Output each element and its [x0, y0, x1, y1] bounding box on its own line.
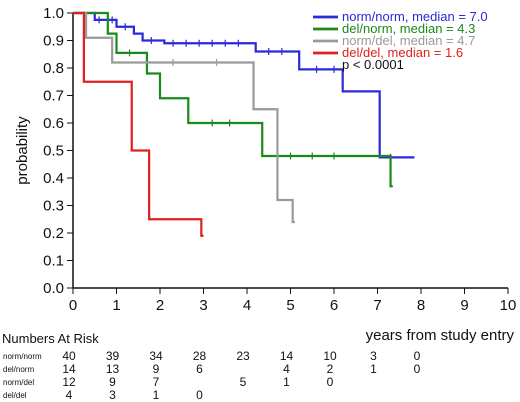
x-tick-label: 8 — [417, 297, 425, 314]
series-line-2 — [73, 11, 295, 224]
x-tick-label: 10 — [500, 297, 517, 314]
x-tick-label: 6 — [330, 297, 338, 314]
x-tick-label: 3 — [199, 297, 207, 314]
risk-value: 1 — [283, 375, 290, 389]
y-axis-title: probability — [14, 116, 31, 185]
risk-table-title: Numbers At Risk — [2, 331, 99, 346]
y-tick-label: 0.3 — [43, 198, 64, 215]
risk-value: 14 — [280, 349, 294, 363]
risk-value: 4 — [283, 362, 290, 376]
legend-entry-3: del/del, median = 1.6 — [342, 45, 463, 60]
risk-row-label: norm/norm — [3, 352, 42, 361]
risk-value: 6 — [196, 362, 203, 376]
y-tick-label: 0.8 — [43, 60, 64, 77]
risk-value: 0 — [327, 375, 334, 389]
risk-value: 34 — [149, 349, 163, 363]
risk-value: 4 — [66, 388, 73, 402]
risk-value: 0 — [414, 349, 421, 363]
risk-row-label: del/del — [3, 391, 27, 400]
series-line-0 — [73, 11, 415, 159]
y-tick-label: 0.6 — [43, 115, 64, 132]
p-value-annotation: p < 0.0001 — [342, 57, 404, 72]
x-tick-label: 1 — [112, 297, 120, 314]
x-tick-label: 4 — [243, 297, 251, 314]
y-tick-label: 0.4 — [43, 170, 64, 187]
risk-value: 5 — [240, 375, 247, 389]
risk-value: 3 — [370, 349, 377, 363]
y-tick-label: 0.7 — [43, 88, 64, 105]
y-tick-label: 0.5 — [43, 143, 64, 160]
y-tick-label: 1.0 — [43, 5, 64, 22]
x-tick-label: 7 — [373, 297, 381, 314]
risk-value: 12 — [62, 375, 76, 389]
x-tick-label: 9 — [460, 297, 468, 314]
x-tick-label: 2 — [156, 297, 164, 314]
y-tick-label: 0.0 — [43, 280, 64, 297]
y-tick-label: 0.1 — [43, 253, 64, 270]
risk-value: 1 — [370, 362, 377, 376]
risk-value: 28 — [193, 349, 207, 363]
risk-value: 10 — [323, 349, 337, 363]
risk-value: 2 — [327, 362, 334, 376]
risk-value: 40 — [62, 349, 76, 363]
x-tick-label: 0 — [69, 297, 77, 314]
risk-value: 13 — [106, 362, 120, 376]
risk-row-label: del/norm — [3, 365, 34, 374]
risk-value: 0 — [414, 362, 421, 376]
risk-value: 39 — [106, 349, 120, 363]
risk-row-label: norm/del — [3, 378, 34, 387]
x-tick-label: 5 — [286, 297, 294, 314]
risk-value: 0 — [196, 388, 203, 402]
risk-value: 1 — [153, 388, 160, 402]
legend-entry-1: del/norm, median = 4.3 — [342, 21, 475, 36]
risk-value: 7 — [153, 375, 160, 389]
risk-value: 9 — [153, 362, 160, 376]
risk-value: 23 — [236, 349, 250, 363]
legend-entry-2: norm/del, median = 4.7 — [342, 33, 475, 48]
legend-entry-0: norm/norm, median = 7.0 — [342, 9, 488, 24]
risk-value: 3 — [109, 388, 116, 402]
y-tick-label: 0.9 — [43, 33, 64, 50]
risk-value: 9 — [109, 375, 116, 389]
risk-value: 14 — [62, 362, 76, 376]
y-tick-label: 0.2 — [43, 225, 64, 242]
x-axis-title: years from study entry — [366, 327, 515, 344]
series-line-1 — [73, 11, 393, 188]
series-line-3 — [73, 11, 204, 237]
